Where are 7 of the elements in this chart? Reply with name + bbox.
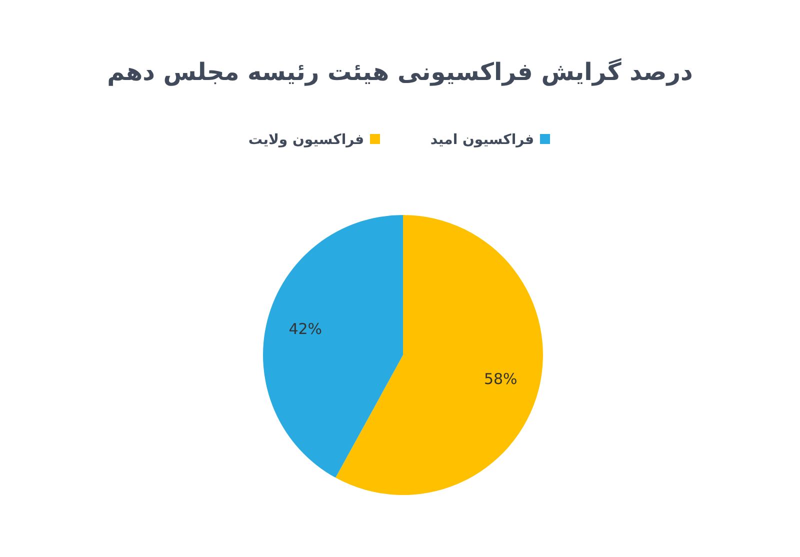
pie-slice [336,215,543,495]
chart-title: درصد گرایش فراکسیونی هیئت رئیسه مجلس دهم [107,58,693,86]
pie-slice [263,215,403,478]
legend-label: فراکسیون امید [430,132,534,148]
data-label: 42% [288,320,322,338]
data-label: 58% [484,370,518,388]
legend-label: فراکسیون ولایت [248,132,364,148]
